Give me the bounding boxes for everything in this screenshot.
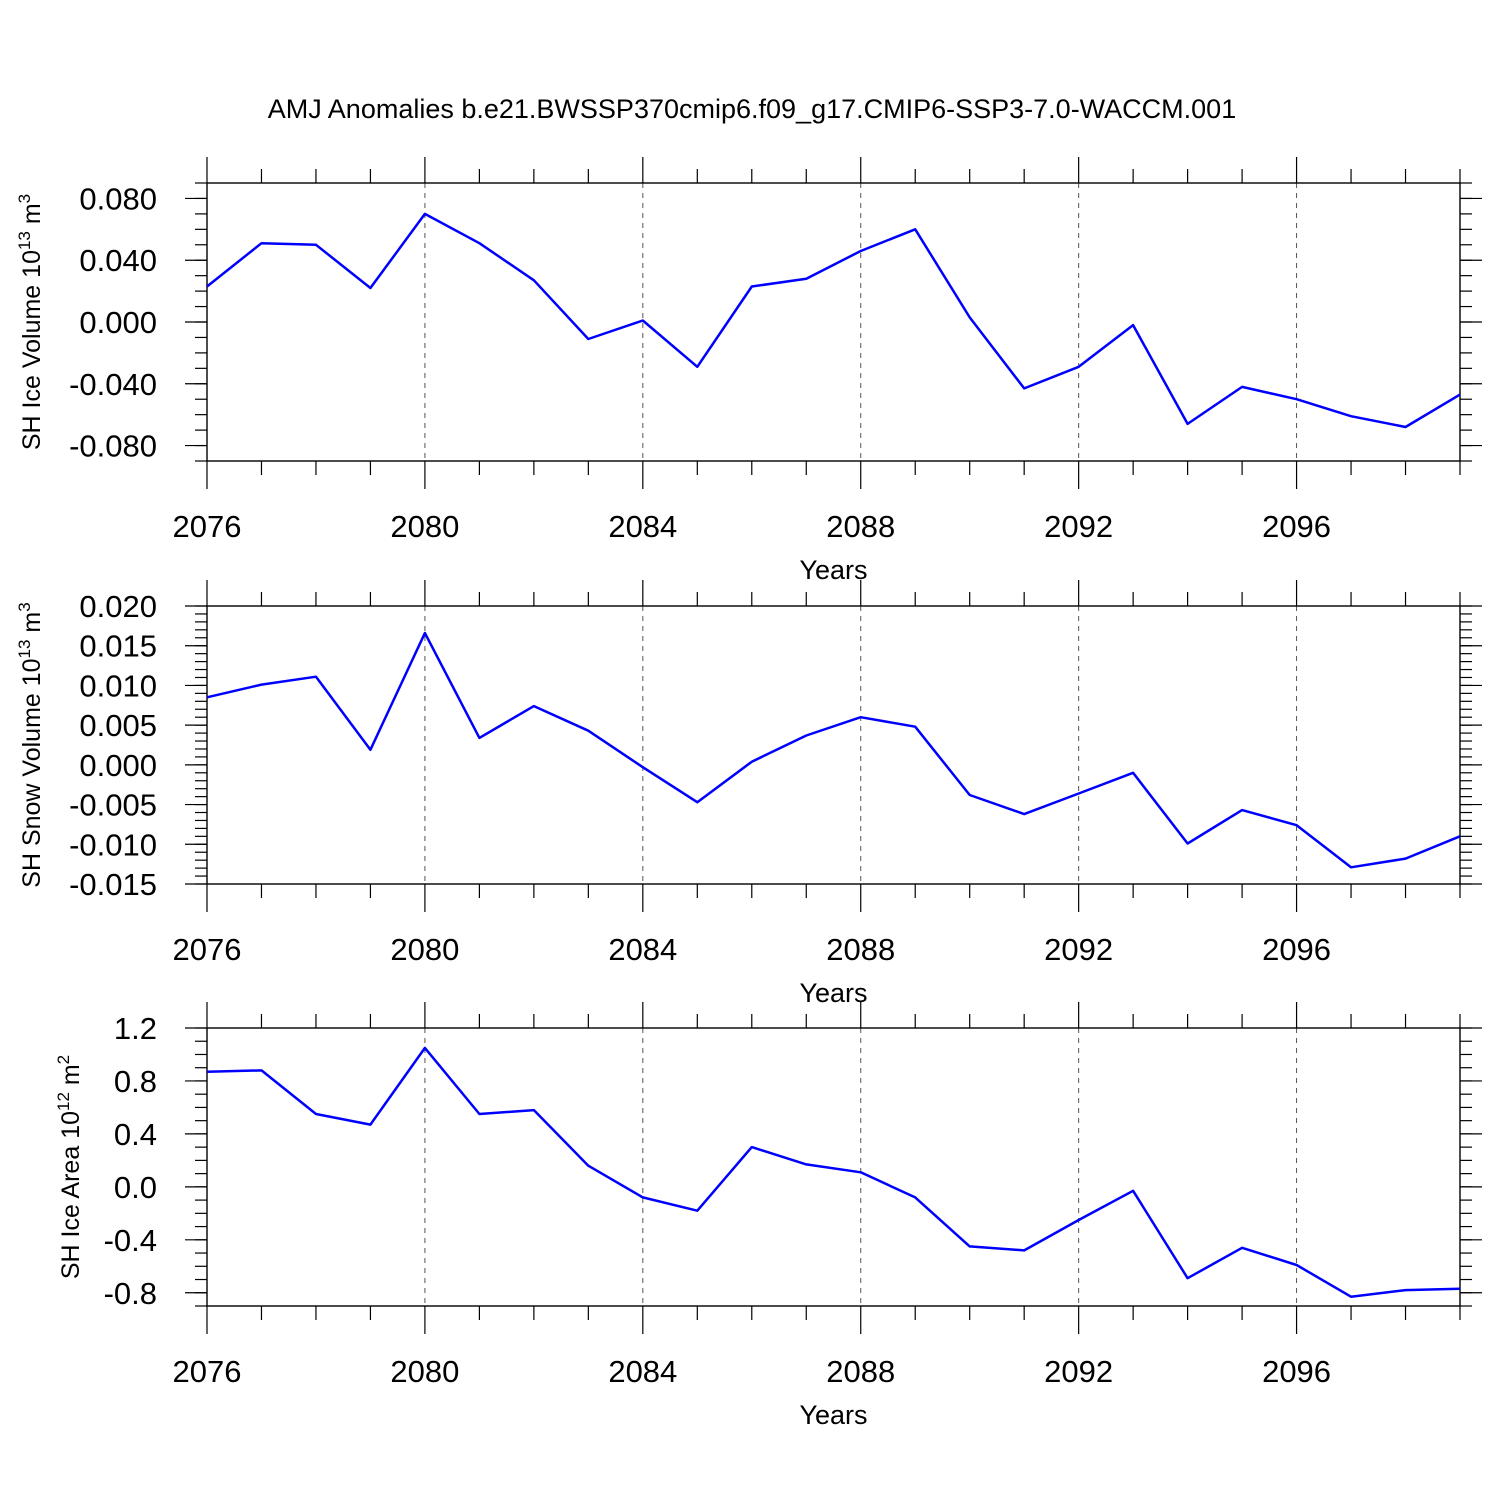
y-axis-label-part: m — [18, 612, 46, 640]
x-tick-label-snow-volume-2080: 2080 — [390, 932, 459, 967]
plot-frame-ice-area — [206, 1027, 1461, 1307]
y-tick-label-snow-volume-1: -0.010 — [69, 827, 157, 862]
plot-frame-ice-volume — [206, 182, 1461, 462]
x-tick-label-ice-volume-2080: 2080 — [390, 509, 459, 544]
y-tick-label-ice-volume-0: -0.080 — [69, 429, 157, 464]
y-tick-label-ice-area-1: -0.4 — [104, 1223, 157, 1258]
y-axis-label-part: 3 — [15, 602, 34, 611]
x-tick-label-ice-area-2096: 2096 — [1262, 1354, 1331, 1389]
series-line-ice-area — [206, 1046, 1461, 1298]
x-tick-label-ice-volume-2092: 2092 — [1044, 509, 1113, 544]
plot-frame-snow-volume — [206, 605, 1461, 885]
x-tick-label-snow-volume-2088: 2088 — [826, 932, 895, 967]
y-tick-label-ice-area-2: 0.0 — [114, 1170, 157, 1205]
y-axis-label-part: m — [57, 1064, 85, 1092]
x-tick-label-snow-volume-2076: 2076 — [173, 932, 242, 967]
y-axis-label-part: 13 — [15, 640, 34, 659]
y-tick-label-ice-volume-1: -0.040 — [69, 367, 157, 402]
panel-ice-area: 2076 2080 2084 2088 2092 2096 Years -0.8 -0.4 0.0… — [54, 1002, 1482, 1430]
x-tick-label-ice-area-2076: 2076 — [173, 1354, 242, 1389]
x-tick-label-ice-volume-2088: 2088 — [826, 509, 895, 544]
y-axis-label-part: 12 — [54, 1092, 73, 1111]
x-tick-label-ice-area-2084: 2084 — [608, 1354, 677, 1389]
y-tick-label-snow-volume-4: 0.005 — [79, 708, 157, 743]
y-axis-label-ice-area: SH Ice Area 1012 m2 — [54, 1055, 85, 1279]
y-tick-label-snow-volume-6: 0.015 — [79, 629, 157, 664]
x-axis-label-ice-area: Years — [799, 1400, 867, 1430]
y-tick-label-ice-area-0: -0.8 — [104, 1276, 157, 1311]
y-tick-label-snow-volume-3: 0.000 — [79, 748, 157, 783]
y-tick-label-ice-volume-2: 0.000 — [79, 305, 157, 340]
x-tick-label-snow-volume-2084: 2084 — [608, 932, 677, 967]
x-tick-label-ice-volume-2076: 2076 — [173, 509, 242, 544]
y-tick-label-snow-volume-2: -0.005 — [69, 788, 157, 823]
x-tick-label-snow-volume-2096: 2096 — [1262, 932, 1331, 967]
series-line-snow-volume — [206, 631, 1461, 869]
y-tick-label-snow-volume-7: 0.020 — [79, 589, 157, 624]
y-tick-label-snow-volume-0: -0.015 — [69, 867, 157, 902]
y-axis-label-part: SH Snow Volume 10 — [18, 658, 46, 887]
y-axis-label-part: SH Ice Volume 10 — [18, 250, 46, 450]
y-tick-label-ice-area-4: 0.8 — [114, 1064, 157, 1099]
panels: 2076 2080 2084 2088 2092 2096 Years -0.080 -0.04… — [15, 157, 1482, 1430]
y-axis-label-part: 2 — [54, 1055, 73, 1064]
y-tick-label-snow-volume-5: 0.010 — [79, 668, 157, 703]
y-tick-label-ice-area-3: 0.4 — [114, 1117, 157, 1152]
y-tick-label-ice-volume-4: 0.080 — [79, 181, 157, 216]
y-axis-label-part: 13 — [15, 231, 34, 250]
x-axis-label-ice-volume: Years — [799, 555, 867, 585]
y-axis-label-ice-volume: SH Ice Volume 1013 m3 — [15, 194, 46, 450]
y-axis-label-part: m — [18, 203, 46, 231]
y-axis-label-part: SH Ice Area 10 — [57, 1111, 85, 1279]
x-tick-label-ice-area-2080: 2080 — [390, 1354, 459, 1389]
x-tick-label-ice-area-2092: 2092 — [1044, 1354, 1113, 1389]
panel-ice-volume: 2076 2080 2084 2088 2092 2096 Years -0.080 -0.04… — [15, 157, 1482, 585]
y-tick-label-ice-area-5: 1.2 — [114, 1011, 157, 1046]
x-tick-label-ice-area-2088: 2088 — [826, 1354, 895, 1389]
x-axis-label-snow-volume: Years — [799, 978, 867, 1008]
x-tick-label-ice-volume-2084: 2084 — [608, 509, 677, 544]
y-axis-label-snow-volume: SH Snow Volume 1013 m3 — [15, 602, 46, 887]
panel-snow-volume: 2076 2080 2084 2088 2092 2096 Years -0.015 -0.01… — [15, 580, 1482, 1008]
x-tick-label-snow-volume-2092: 2092 — [1044, 932, 1113, 967]
y-tick-label-ice-volume-3: 0.040 — [79, 243, 157, 278]
chart-title: AMJ Anomalies b.e21.BWSSP370cmip6.f09_g1… — [268, 94, 1236, 124]
y-axis-label-part: 3 — [15, 194, 34, 203]
x-tick-label-ice-volume-2096: 2096 — [1262, 509, 1331, 544]
series-line-ice-volume — [206, 212, 1461, 429]
